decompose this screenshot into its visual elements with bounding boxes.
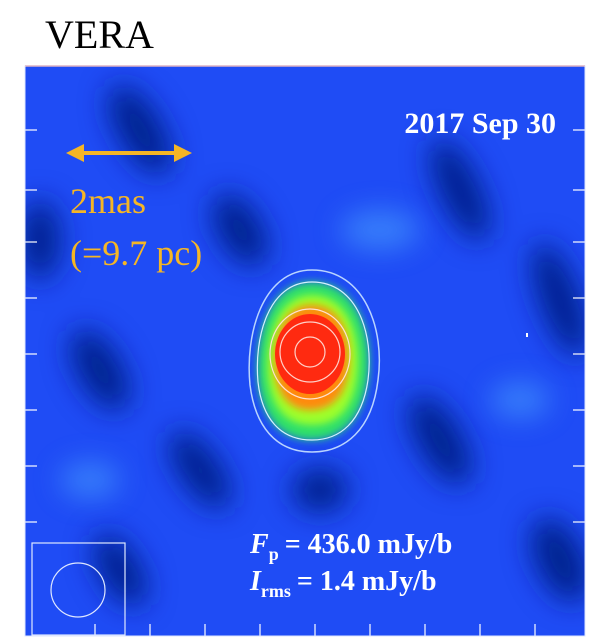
peak-flux-value: = 436.0 mJy/b (285, 529, 453, 560)
rms-subscript: rms (261, 581, 291, 601)
scale-label: 2mas (70, 181, 146, 221)
figure: VERA (0, 0, 600, 639)
rms-value: = 1.4 mJy/b (297, 566, 437, 597)
scale-equivalent: (=9.7 pc) (70, 233, 202, 273)
peak-flux-symbol: F (249, 529, 269, 560)
page: {"title": "VERA", "image": { "date": "20… (0, 0, 600, 639)
date: 2017 Sep 30 (404, 107, 556, 140)
peak-flux-subscript: p (269, 544, 279, 564)
title: VERA (45, 12, 154, 57)
